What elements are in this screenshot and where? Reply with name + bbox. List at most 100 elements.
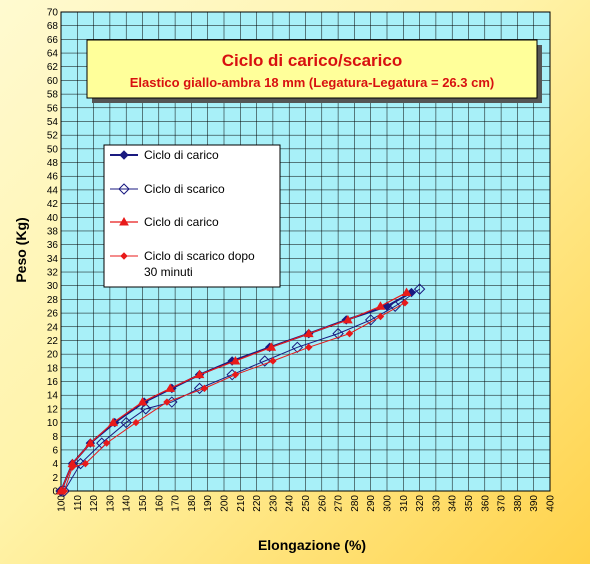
y-tick-label: 30 [47,281,59,292]
x-tick-label: 210 [236,495,247,512]
data-point [200,384,209,393]
x-tick-label: 340 [448,495,459,512]
x-tick-label: 330 [431,495,442,512]
data-point [119,216,129,226]
data-point [305,343,313,352]
data-point [364,314,377,326]
y-tick-label: 32 [47,268,59,279]
data-point [332,327,344,340]
y-tick-label: 38 [47,226,59,237]
y-tick-label: 42 [47,199,59,210]
x-tick-label: 240 [285,495,296,512]
data-point [118,183,130,195]
y-tick-label: 68 [47,21,59,32]
x-tick-label: 220 [252,495,263,512]
x-tick-label: 310 [399,495,410,512]
x-tick-label: 130 [105,495,116,512]
data-point [303,328,314,338]
x-tick-label: 160 [154,495,165,512]
data-point [85,438,96,447]
data-point [119,150,129,160]
x-tick-label: 100 [57,495,68,512]
legend-label: Ciclo di scarico [144,182,225,196]
data-point [230,355,241,365]
y-tick-label: 28 [47,295,59,306]
data-point [413,283,426,295]
y-tick-label: 8 [52,432,58,443]
x-tick-label: 320 [415,495,426,512]
y-tick-label: 14 [47,391,59,402]
data-point [259,355,271,367]
legend-label: Ciclo di scarico dopo 30 minuti [144,249,255,279]
y-tick-label: 44 [47,185,59,196]
x-tick-label: 120 [89,495,100,512]
data-point [137,397,148,406]
data-point [108,417,119,427]
y-tick-label: 34 [47,254,59,265]
data-point [120,252,128,260]
x-axis-ticks: 100 110 120 130 140 150 160 170 180 190 200 210 220 2… [57,495,557,512]
y-tick-label: 4 [52,459,58,470]
legend-label: Ciclo di carico [144,148,219,162]
x-tick-label: 200 [220,495,231,512]
y-tick-label: 16 [47,377,59,388]
title-box: Ciclo di carico/scarico Elastico giallo-… [86,39,542,103]
x-tick-label: 370 [497,495,508,512]
data-point [165,383,176,392]
y-tick-label: 60 [47,76,59,87]
y-tick-label: 6 [52,445,58,456]
x-tick-label: 380 [513,495,524,512]
x-tick-label: 400 [546,495,557,512]
x-axis-label: Elongazione (%) [258,537,366,553]
data-point [401,299,409,307]
y-tick-label: 0 [52,487,58,498]
y-tick-label: 26 [47,309,59,320]
data-point [291,341,304,354]
x-tick-label: 190 [203,495,214,512]
series-4 [57,299,409,495]
x-tick-label: 390 [529,495,540,512]
data-point [68,463,77,471]
data-point [102,439,111,447]
data-point [266,342,277,351]
x-tick-label: 350 [464,495,475,512]
title-box-frame [86,39,538,99]
x-tick-label: 170 [171,495,182,512]
y-tick-label: 46 [47,172,59,183]
x-tick-label: 150 [138,495,149,512]
y-tick-label: 50 [47,144,59,155]
legend-label: Ciclo di carico [144,215,219,229]
x-tick-label: 250 [301,495,312,512]
series-3 [56,287,412,495]
data-point [140,403,152,415]
x-tick-label: 280 [350,495,361,512]
legend-item: Ciclo di carico [110,148,219,162]
y-tick-label: 62 [47,62,59,73]
x-tick-label: 290 [366,495,377,512]
data-point [269,357,277,365]
y-tick-label: 70 [47,8,59,19]
data-point [389,300,401,312]
data-point [375,301,386,310]
data-point [194,369,205,379]
x-tick-label: 110 [73,495,84,511]
data-point [120,416,132,429]
y-tick-label: 22 [47,336,59,347]
legend-item: Ciclo di scarico dopo 30 minuti [110,249,255,279]
y-tick-label: 64 [47,49,59,60]
x-tick-label: 140 [122,495,133,512]
y-tick-label: 52 [47,131,59,142]
series-layer [55,283,426,497]
data-point [60,487,68,495]
x-tick-label: 360 [480,495,491,512]
x-tick-label: 300 [383,495,394,512]
legend-frame [103,144,281,288]
y-tick-label: 66 [47,35,59,46]
legend-item: Ciclo di carico [110,215,219,229]
chart-title: Ciclo di carico/scarico [222,51,402,70]
legend: Ciclo di carico Ciclo di scarico Ciclo di … [103,144,281,288]
x-tick-label: 230 [268,495,279,512]
data-point [343,314,353,324]
data-point [376,312,385,321]
